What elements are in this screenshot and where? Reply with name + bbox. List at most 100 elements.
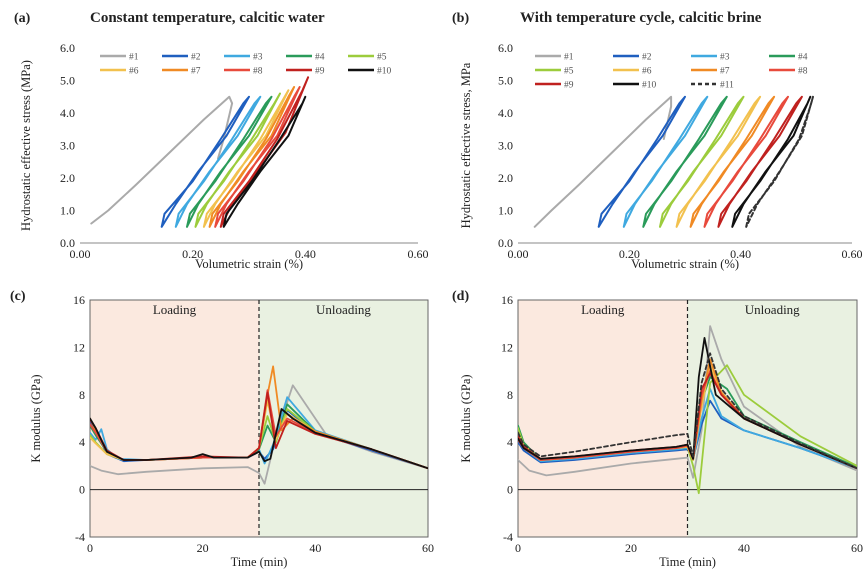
y-tick-label: 0.0 (498, 236, 513, 250)
phase-label-loading: Loading (581, 302, 625, 317)
chart-panel-b: 0.0 1.0 2.0 3.0 4.0 5.0 6.0 0.00 0.20 0.40 0.60 Vol… (452, 10, 863, 271)
series-line-n5 (659, 95, 745, 228)
series-line-n1 (90, 95, 234, 225)
y-axis-label: Hydrostatic effective stress, MPa (459, 62, 473, 228)
series-group (90, 365, 428, 485)
y-tick-label: 16 (501, 293, 513, 307)
x-tick-label: 0.60 (842, 247, 863, 261)
y-tick-label: 4.0 (60, 106, 75, 120)
x-tick-label: 20 (197, 541, 209, 555)
series-group (533, 95, 814, 228)
legend-label: #5 (377, 53, 387, 63)
legend-label: #6 (129, 67, 139, 77)
legend-label: #8 (253, 67, 263, 77)
y-tick-label: 3.0 (60, 139, 75, 153)
y-tick-label: 2.0 (498, 171, 513, 185)
chart-panel-a: 0.0 1.0 2.0 3.0 4.0 5.0 6.0 0.00 0.20 0.40 0.60 Vol… (14, 10, 429, 271)
y-tick-label: 0 (79, 483, 85, 497)
series-line-n10 (222, 95, 307, 228)
series-line-n2 (160, 95, 250, 228)
x-axis-label: Time (min) (231, 555, 288, 569)
series-line-n3 (622, 95, 709, 228)
series-line-n8 (214, 86, 301, 228)
y-tick-label: 2.0 (60, 171, 75, 185)
y-tick-label: 4 (507, 435, 513, 449)
y-axis-label: K modulus (GPa) (29, 374, 43, 462)
y-tick-label: 1.0 (498, 204, 513, 218)
legend-label: #11 (720, 81, 734, 91)
series-line-n11 (745, 95, 814, 228)
y-tick-label: 6.0 (60, 41, 75, 55)
series-group (518, 325, 857, 495)
y-axis-label: Hydrostatic effective stress (MPa) (19, 60, 33, 231)
legend-label: #7 (720, 67, 730, 77)
legend-label: #9 (564, 81, 574, 91)
x-tick-label: 0.40 (730, 247, 751, 261)
series-line-n4 (642, 95, 728, 228)
x-tick-label: 40 (309, 541, 321, 555)
panel-letter: (b) (452, 11, 469, 26)
panel-letter: (d) (452, 289, 469, 304)
x-tick-label: 60 (422, 541, 434, 555)
legend-label: #10 (377, 67, 392, 77)
series-line-n7 (689, 95, 776, 228)
series-line-n1 (533, 95, 673, 228)
unloading-region (687, 300, 857, 537)
y-tick-label: -4 (75, 530, 85, 544)
series-line-n6 (675, 95, 762, 228)
series-line-n4 (186, 95, 273, 228)
panel-letter: (c) (10, 289, 26, 304)
x-tick-label: 0.60 (408, 247, 429, 261)
legend: #1 #2 #3 #4 #5 #6 #7 #8 #9 #10 (100, 53, 392, 77)
y-tick-label: 16 (73, 293, 85, 307)
legend-label: #4 (315, 53, 325, 63)
y-tick-label: 8 (79, 388, 85, 402)
y-tick-label: 0 (507, 483, 513, 497)
legend-label: #2 (642, 53, 652, 63)
legend-label: #4 (798, 53, 808, 63)
y-tick-label: 12 (73, 340, 85, 354)
phase-label-loading: Loading (153, 302, 197, 317)
x-tick-label: 40 (738, 541, 750, 555)
legend-label: #10 (642, 81, 657, 91)
legend-label: #1 (129, 53, 139, 63)
legend-label: #5 (564, 67, 574, 77)
x-tick-label: 0.20 (182, 247, 203, 261)
x-tick-label: 0.00 (508, 247, 529, 261)
y-tick-label: 1.0 (60, 204, 75, 218)
x-tick-label: 0.00 (70, 247, 91, 261)
legend: #1 #2 #3 #4 #5 #6 #7 #8 #9 #10 #11 (535, 53, 808, 91)
series-line-n5 (194, 92, 281, 228)
legend-label: #3 (253, 53, 263, 63)
series-line-n3 (174, 95, 262, 228)
series-line-n6 (202, 89, 290, 228)
y-tick-label: 6.0 (498, 41, 513, 55)
x-tick-label: 0.20 (619, 247, 640, 261)
panel-letter: (a) (14, 11, 31, 26)
x-tick-label: 60 (851, 541, 863, 555)
x-axis-label: Volumetric strain (%) (195, 257, 303, 271)
legend-label: #3 (720, 53, 730, 63)
series-line-n9 (219, 76, 310, 228)
x-axis-label: Volumetric strain (%) (631, 257, 739, 271)
loading-region (90, 300, 259, 537)
x-tick-label: 0 (87, 541, 93, 555)
y-tick-label: -4 (503, 530, 513, 544)
series-group (90, 76, 310, 228)
phase-label-unloading: Unloading (745, 302, 800, 317)
legend-label: #8 (798, 67, 808, 77)
legend-label: #9 (315, 67, 325, 77)
y-tick-label: 0.0 (60, 236, 75, 250)
series-line-n7 (208, 86, 296, 228)
y-tick-label: 12 (501, 340, 513, 354)
x-tick-label: 20 (625, 541, 637, 555)
legend-label: #6 (642, 67, 652, 77)
phase-label-unloading: Unloading (316, 302, 371, 317)
x-axis-label: Time (min) (659, 555, 716, 569)
y-tick-label: 5.0 (60, 74, 75, 88)
legend-label: #2 (191, 53, 201, 63)
x-tick-label: 0.40 (295, 247, 316, 261)
series-line-n10 (731, 95, 812, 228)
